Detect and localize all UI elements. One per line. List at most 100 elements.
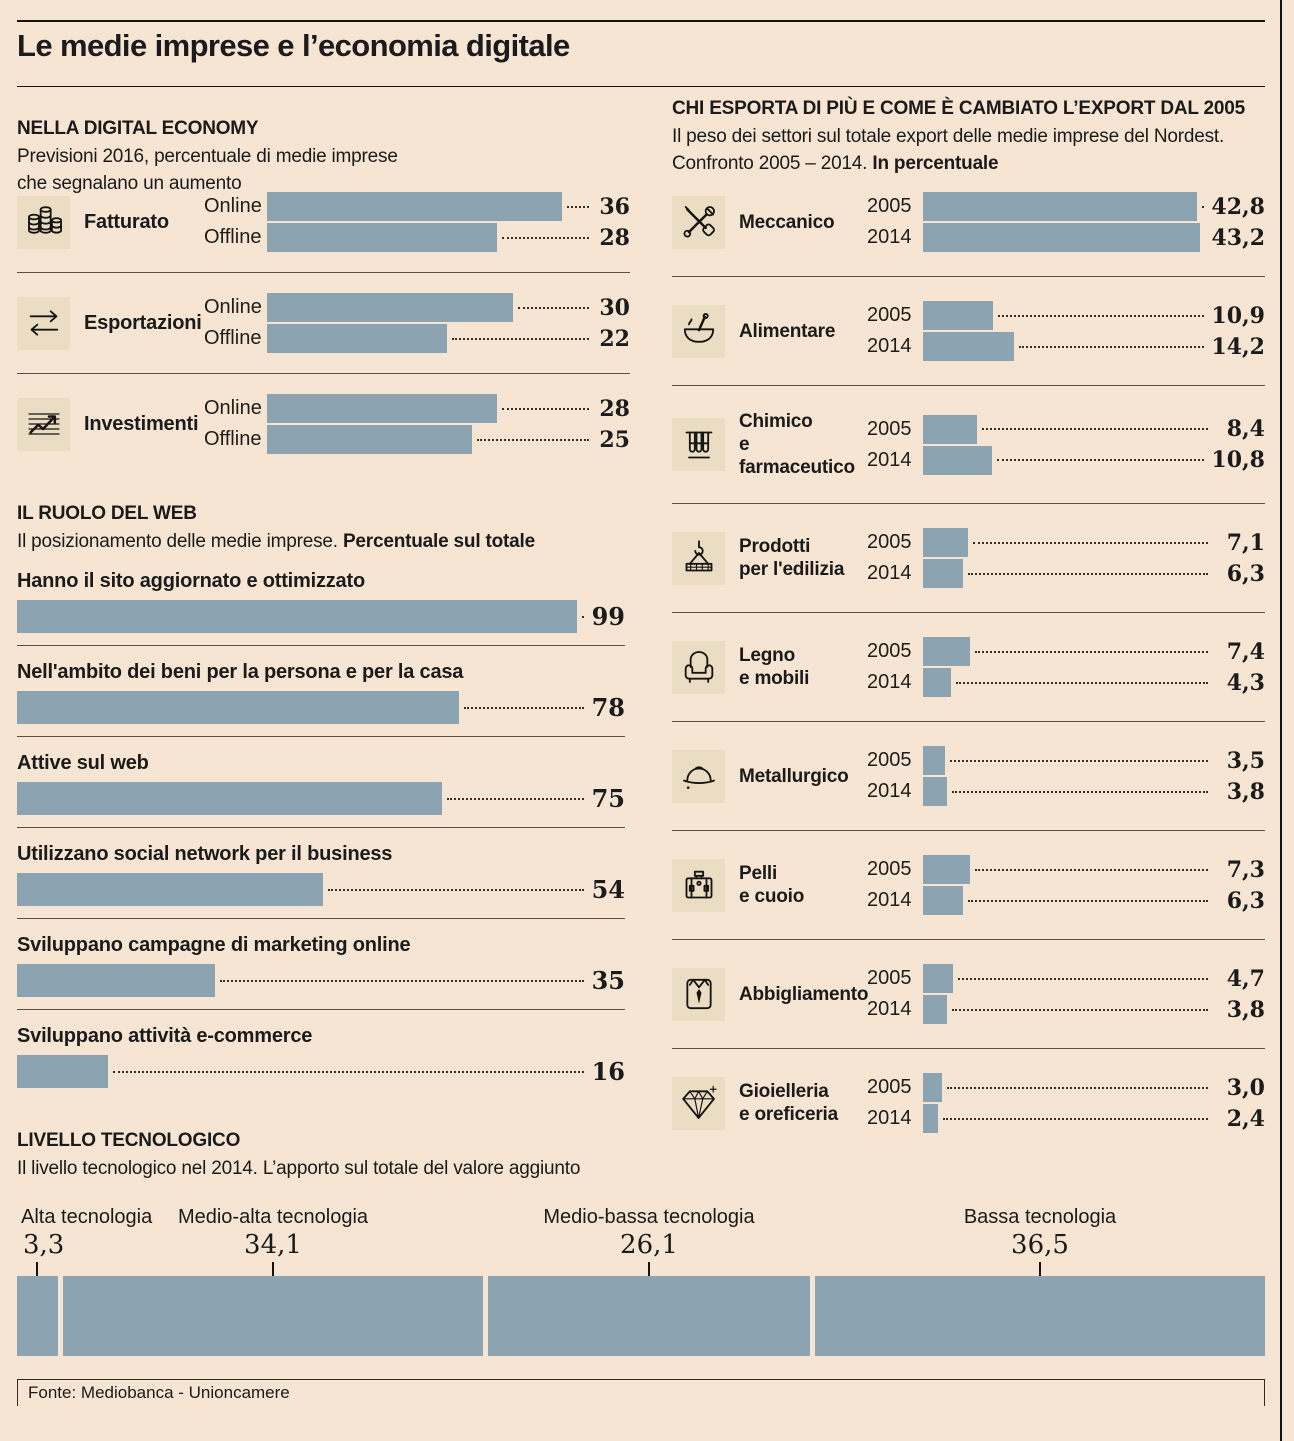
bar-track: 7,3 [923,855,1265,884]
bar-row: Online 36 [204,192,630,221]
leader-line [968,899,1208,902]
stacked-bar-segment [17,1276,58,1356]
bar [923,1073,943,1102]
bar-track: 6,3 [923,559,1265,588]
stacked-bar-segment [488,1276,810,1356]
bar-row: 35 [17,964,625,997]
bar-value: 25 [599,426,630,453]
bar-label: 2005 [867,1076,912,1098]
row-divider [672,503,1265,504]
bar [267,293,513,322]
bar [923,445,993,475]
bar-value: 2,4 [1226,1105,1265,1132]
bar-value: 4,7 [1226,965,1265,992]
bar-track: 42,8 [923,192,1265,221]
helmet-icon [682,766,715,789]
bar-label: 2005 [867,417,912,440]
leader-line [950,759,1208,762]
bar-value: 99 [591,602,625,631]
bar-rows: Online 30 Offline 22 [204,293,630,353]
bar-row: 78 [17,691,625,724]
bar [267,394,497,423]
chart-group: Meccanico 2005 42,8 2014 43,2 [672,192,1265,252]
armchair-icon [684,651,713,683]
bar-label: 2014 [867,448,912,471]
icon-box [17,195,70,249]
coins-icon [27,206,62,234]
bar-value: 35 [591,966,625,995]
row-divider [17,645,625,646]
leader-line [968,572,1208,575]
shirt-icon [685,978,712,1010]
group-label-line: Chimico [739,411,813,432]
chart-group: Pelli e cuoio 2005 7,3 2014 6,3 [672,855,1265,915]
bar [17,873,323,906]
group-label: Legno e mobili [739,644,867,690]
chart-group: Investimenti Online 28 Offline 25 [17,394,630,454]
bar [923,414,977,444]
bar [17,600,578,633]
bar-label: Offline [204,428,262,450]
bar-track: 14,2 [923,332,1265,361]
test-tubes-icon [685,431,712,458]
bar-track: 22 [267,324,630,353]
subtitle-line: Previsioni 2016, percentuale di medie im… [17,146,398,167]
bar-row: 2005 7,3 [867,855,1265,884]
leader-line [582,615,584,618]
bar-track: 10,9 [923,301,1265,330]
bar-value: 10,8 [1211,447,1265,473]
group-label: Investimenti [84,413,204,436]
group-label: Fatturato [84,211,204,234]
group-label-line: Prodotti [739,536,811,557]
bar-row: 2005 3,5 [867,746,1265,775]
bar-track: 43,2 [923,223,1265,252]
group-label: Metallurgico [739,765,867,788]
group-label: Alimentare [739,320,867,343]
leader-line [947,1086,1208,1089]
leader-line [981,428,1208,430]
subtitle-bold: In percentuale [872,153,999,174]
icon-box [672,418,725,471]
leader-line [975,650,1208,653]
right-border-rule [1280,0,1282,1441]
bar-value: 7,4 [1226,638,1265,665]
group-label-line: e oreficeria [739,1104,838,1125]
section-subtitle: Il peso dei settori sul totale export de… [672,123,1272,177]
bar-row: 2005 10,9 [867,301,1265,330]
list-item: Nell'ambito dei beni per la persona e pe… [17,661,625,724]
segment-label: Medio-alta tecnologia [177,1206,369,1228]
bar-value: 22 [599,325,630,352]
chart-group: Alimentare 2005 10,9 2014 14,2 [672,301,1265,361]
bar [267,192,563,221]
section-title: CHI ESPORTA DI PIÙ E COME È CAMBIATO L’E… [672,98,1246,119]
group-label-line: e farmaceutico [739,434,855,478]
leader-line [943,1117,1208,1120]
bar-label: Sviluppano campagne di marketing online [17,934,411,956]
bar-row: 2005 8,4 [867,414,1265,444]
bar [923,223,1200,252]
crane-icon [685,540,712,572]
segment-label: Medio-bassa tecnologia [543,1206,755,1228]
export-chart: Meccanico 2005 42,8 2014 43,2 Alimentare 2005… [672,192,1265,1133]
bar-value: 30 [599,294,630,321]
row-divider [17,373,630,374]
mortar-icon [683,313,714,343]
bar-label: Online [204,296,262,318]
chart-group: Metallurgico 2005 3,5 2014 3,8 [672,746,1265,806]
icon-box [17,397,70,451]
segment-value: 34,1 [244,1230,302,1260]
bar-row: 2014 6,3 [867,559,1265,588]
bar [923,301,993,330]
bar-label: 2005 [867,304,912,326]
bar-value: 3,8 [1226,778,1265,805]
group-label-line: e cuoio [739,886,805,907]
bar-row: 2005 7,4 [867,637,1265,666]
group-label-line: Pelli [739,863,778,884]
bar-track: 3,8 [923,777,1265,806]
bar-value: 28 [599,224,630,251]
bar-row: 2005 42,8 [867,192,1265,221]
bar-track: 3,8 [923,995,1265,1024]
leader-line [997,314,1205,317]
group-label: Pelli e cuoio [739,862,867,908]
bar-value: 43,2 [1211,224,1266,251]
